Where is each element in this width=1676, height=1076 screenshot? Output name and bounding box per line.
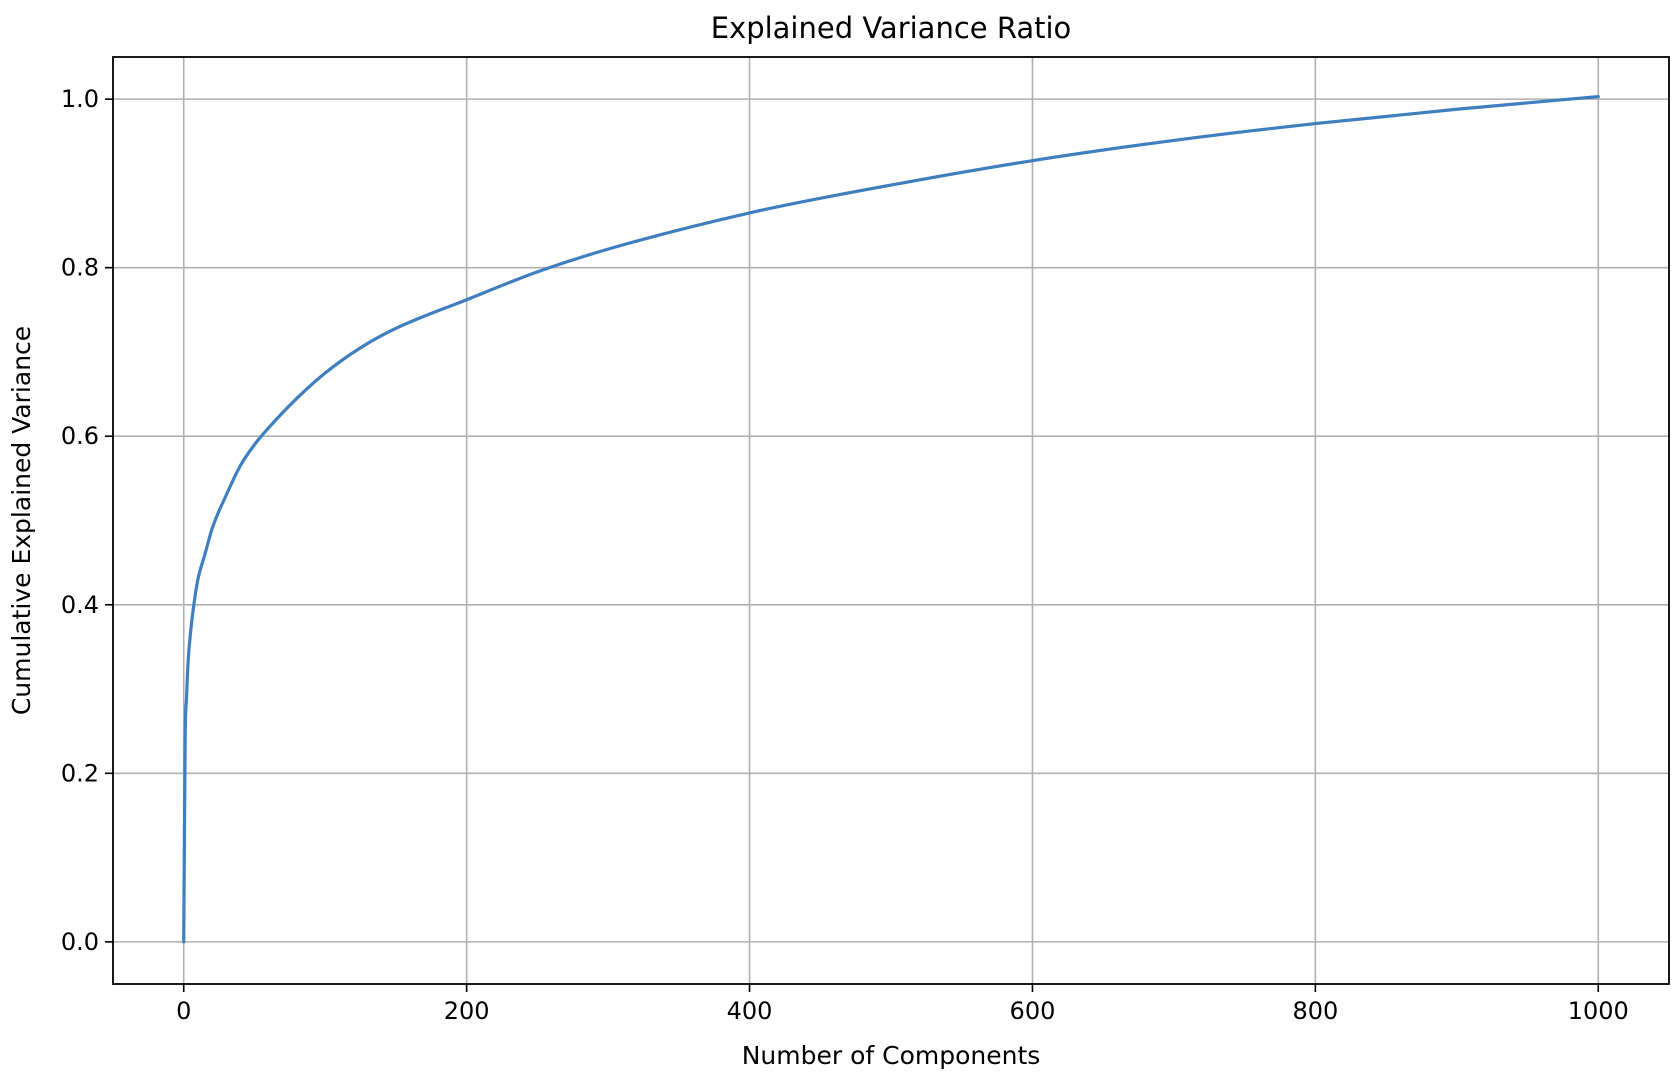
x-tick-label: 600 — [1010, 997, 1056, 1025]
grid — [113, 57, 1669, 984]
chart-title: Explained Variance Ratio — [711, 11, 1072, 45]
y-tick-label: 0.8 — [61, 254, 99, 282]
y-tick-label: 0.4 — [61, 591, 99, 619]
tick-labels: 0 200 400 600 800 1000 0.0 0.2 0.4 0.6 0.8 1.0 — [61, 85, 1629, 1025]
x-axis-label: Number of Components — [742, 1041, 1041, 1070]
y-tick-label: 0.6 — [61, 422, 99, 450]
y-tick-label: 1.0 — [61, 85, 99, 113]
x-tick-label: 0 — [176, 997, 191, 1025]
x-tick-label: 400 — [727, 997, 773, 1025]
y-tick-label: 0.2 — [61, 759, 99, 787]
series-line — [182, 95, 1600, 944]
x-tick-label: 800 — [1292, 997, 1338, 1025]
ticks — [105, 98, 1600, 992]
series-layer — [182, 95, 1600, 944]
y-axis-label: Cumulative Explained Variance — [7, 326, 36, 715]
axes-frame — [112, 56, 1670, 985]
x-tick-label: 1000 — [1568, 997, 1629, 1025]
x-tick-label: 200 — [444, 997, 490, 1025]
y-tick-label: 0.0 — [61, 928, 99, 956]
